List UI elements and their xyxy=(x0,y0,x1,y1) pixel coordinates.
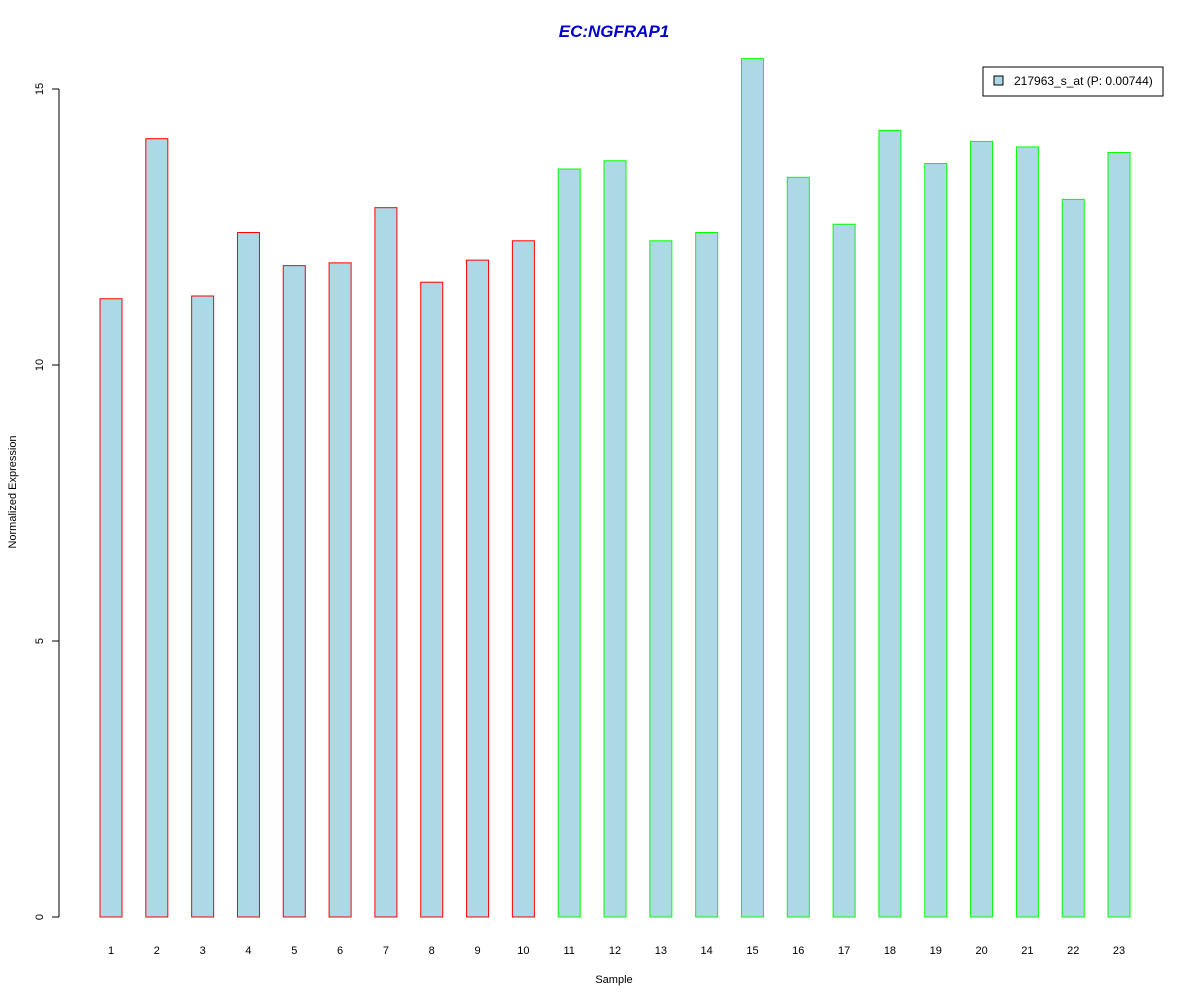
x-tick-label: 7 xyxy=(383,945,389,957)
bar-sample-7 xyxy=(374,207,398,918)
bar-sample-15 xyxy=(740,58,764,918)
bars xyxy=(99,58,1131,918)
x-tick-label: 23 xyxy=(1113,945,1125,957)
bar-sample-5 xyxy=(282,265,306,918)
bar-sample-2 xyxy=(145,138,169,918)
x-tick-labels: 1 2 3 4 5 6 7 8 9 10 11 12 13 14 15 16 17 18 19 20 21 22 23 xyxy=(108,945,1125,957)
bar-sample-23 xyxy=(1107,151,1131,918)
x-tick-label: 19 xyxy=(930,945,942,957)
chart-title: EC:NGFRAP1 xyxy=(559,22,670,41)
x-axis-label: Sample xyxy=(595,974,632,986)
bar-sample-1 xyxy=(99,298,123,918)
x-tick-label: 10 xyxy=(517,945,529,957)
x-tick-label: 9 xyxy=(474,945,480,957)
bar-sample-20 xyxy=(970,140,994,918)
x-tick-label: 17 xyxy=(838,945,850,957)
legend-box xyxy=(982,66,1164,97)
bar-sample-17 xyxy=(832,223,856,918)
bar-sample-14 xyxy=(695,232,719,918)
x-tick-label: 1 xyxy=(108,945,114,957)
x-tick-label: 5 xyxy=(291,945,297,957)
x-tick-label: 14 xyxy=(701,945,713,957)
bar-sample-9 xyxy=(466,259,490,918)
x-tick-label: 12 xyxy=(609,945,621,957)
bar-sample-10 xyxy=(511,240,535,918)
bar-sample-6 xyxy=(328,262,352,918)
bar-sample-12 xyxy=(603,160,627,918)
legend: 217963_s_at (P: 0.00744) xyxy=(982,66,1164,97)
x-tick-label: 18 xyxy=(884,945,896,957)
x-tick-label: 21 xyxy=(1021,945,1033,957)
x-tick-label: 16 xyxy=(792,945,804,957)
bar-sample-16 xyxy=(786,176,810,918)
bar-sample-18 xyxy=(878,129,902,918)
bar-sample-11 xyxy=(557,168,581,918)
x-tick-label: 6 xyxy=(337,945,343,957)
y-axis: 0 5 10 15 xyxy=(34,83,60,920)
bar-sample-22 xyxy=(1061,198,1085,918)
bar-sample-13 xyxy=(649,240,673,918)
y-axis-label: Normalized Expression xyxy=(7,435,19,548)
x-tick-label: 13 xyxy=(655,945,667,957)
x-tick-label: 20 xyxy=(975,945,987,957)
y-tick-label: 15 xyxy=(34,83,46,95)
x-tick-label: 15 xyxy=(746,945,758,957)
y-tick-label: 0 xyxy=(34,914,46,920)
x-tick-label: 3 xyxy=(200,945,206,957)
x-tick-label: 22 xyxy=(1067,945,1079,957)
y-tick-label: 10 xyxy=(34,359,46,371)
x-tick-label: 11 xyxy=(563,945,574,957)
bar-sample-3 xyxy=(191,295,215,918)
legend-swatch xyxy=(993,75,1004,86)
x-tick-label: 2 xyxy=(154,945,160,957)
bar-sample-21 xyxy=(1015,146,1039,918)
legend-label: 217963_s_at (P: 0.00744) xyxy=(1014,74,1153,88)
x-tick-label: 4 xyxy=(245,945,251,957)
bar-sample-19 xyxy=(924,163,948,918)
bar-sample-8 xyxy=(420,281,444,918)
x-tick-label: 8 xyxy=(429,945,435,957)
bar-sample-4 xyxy=(236,232,260,918)
y-tick-label: 5 xyxy=(34,638,46,644)
